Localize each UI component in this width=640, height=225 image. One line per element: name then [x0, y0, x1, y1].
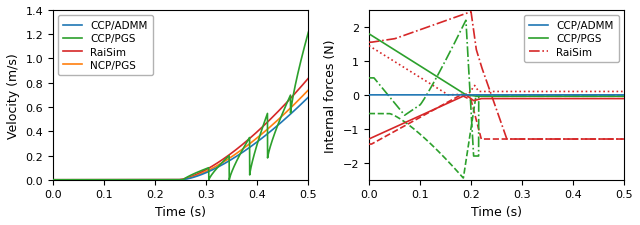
X-axis label: Time (s): Time (s) [155, 205, 206, 218]
Legend: CCP/ADMM, CCP/PGS, RaiSim: CCP/ADMM, CCP/PGS, RaiSim [524, 16, 619, 63]
X-axis label: Time (s): Time (s) [471, 205, 522, 218]
Y-axis label: Internal forces (N): Internal forces (N) [324, 39, 337, 152]
Legend: CCP/ADMM, CCP/PGS, RaiSim, NCP/PGS: CCP/ADMM, CCP/PGS, RaiSim, NCP/PGS [58, 16, 153, 76]
Y-axis label: Velocity (m/s): Velocity (m/s) [7, 53, 20, 138]
